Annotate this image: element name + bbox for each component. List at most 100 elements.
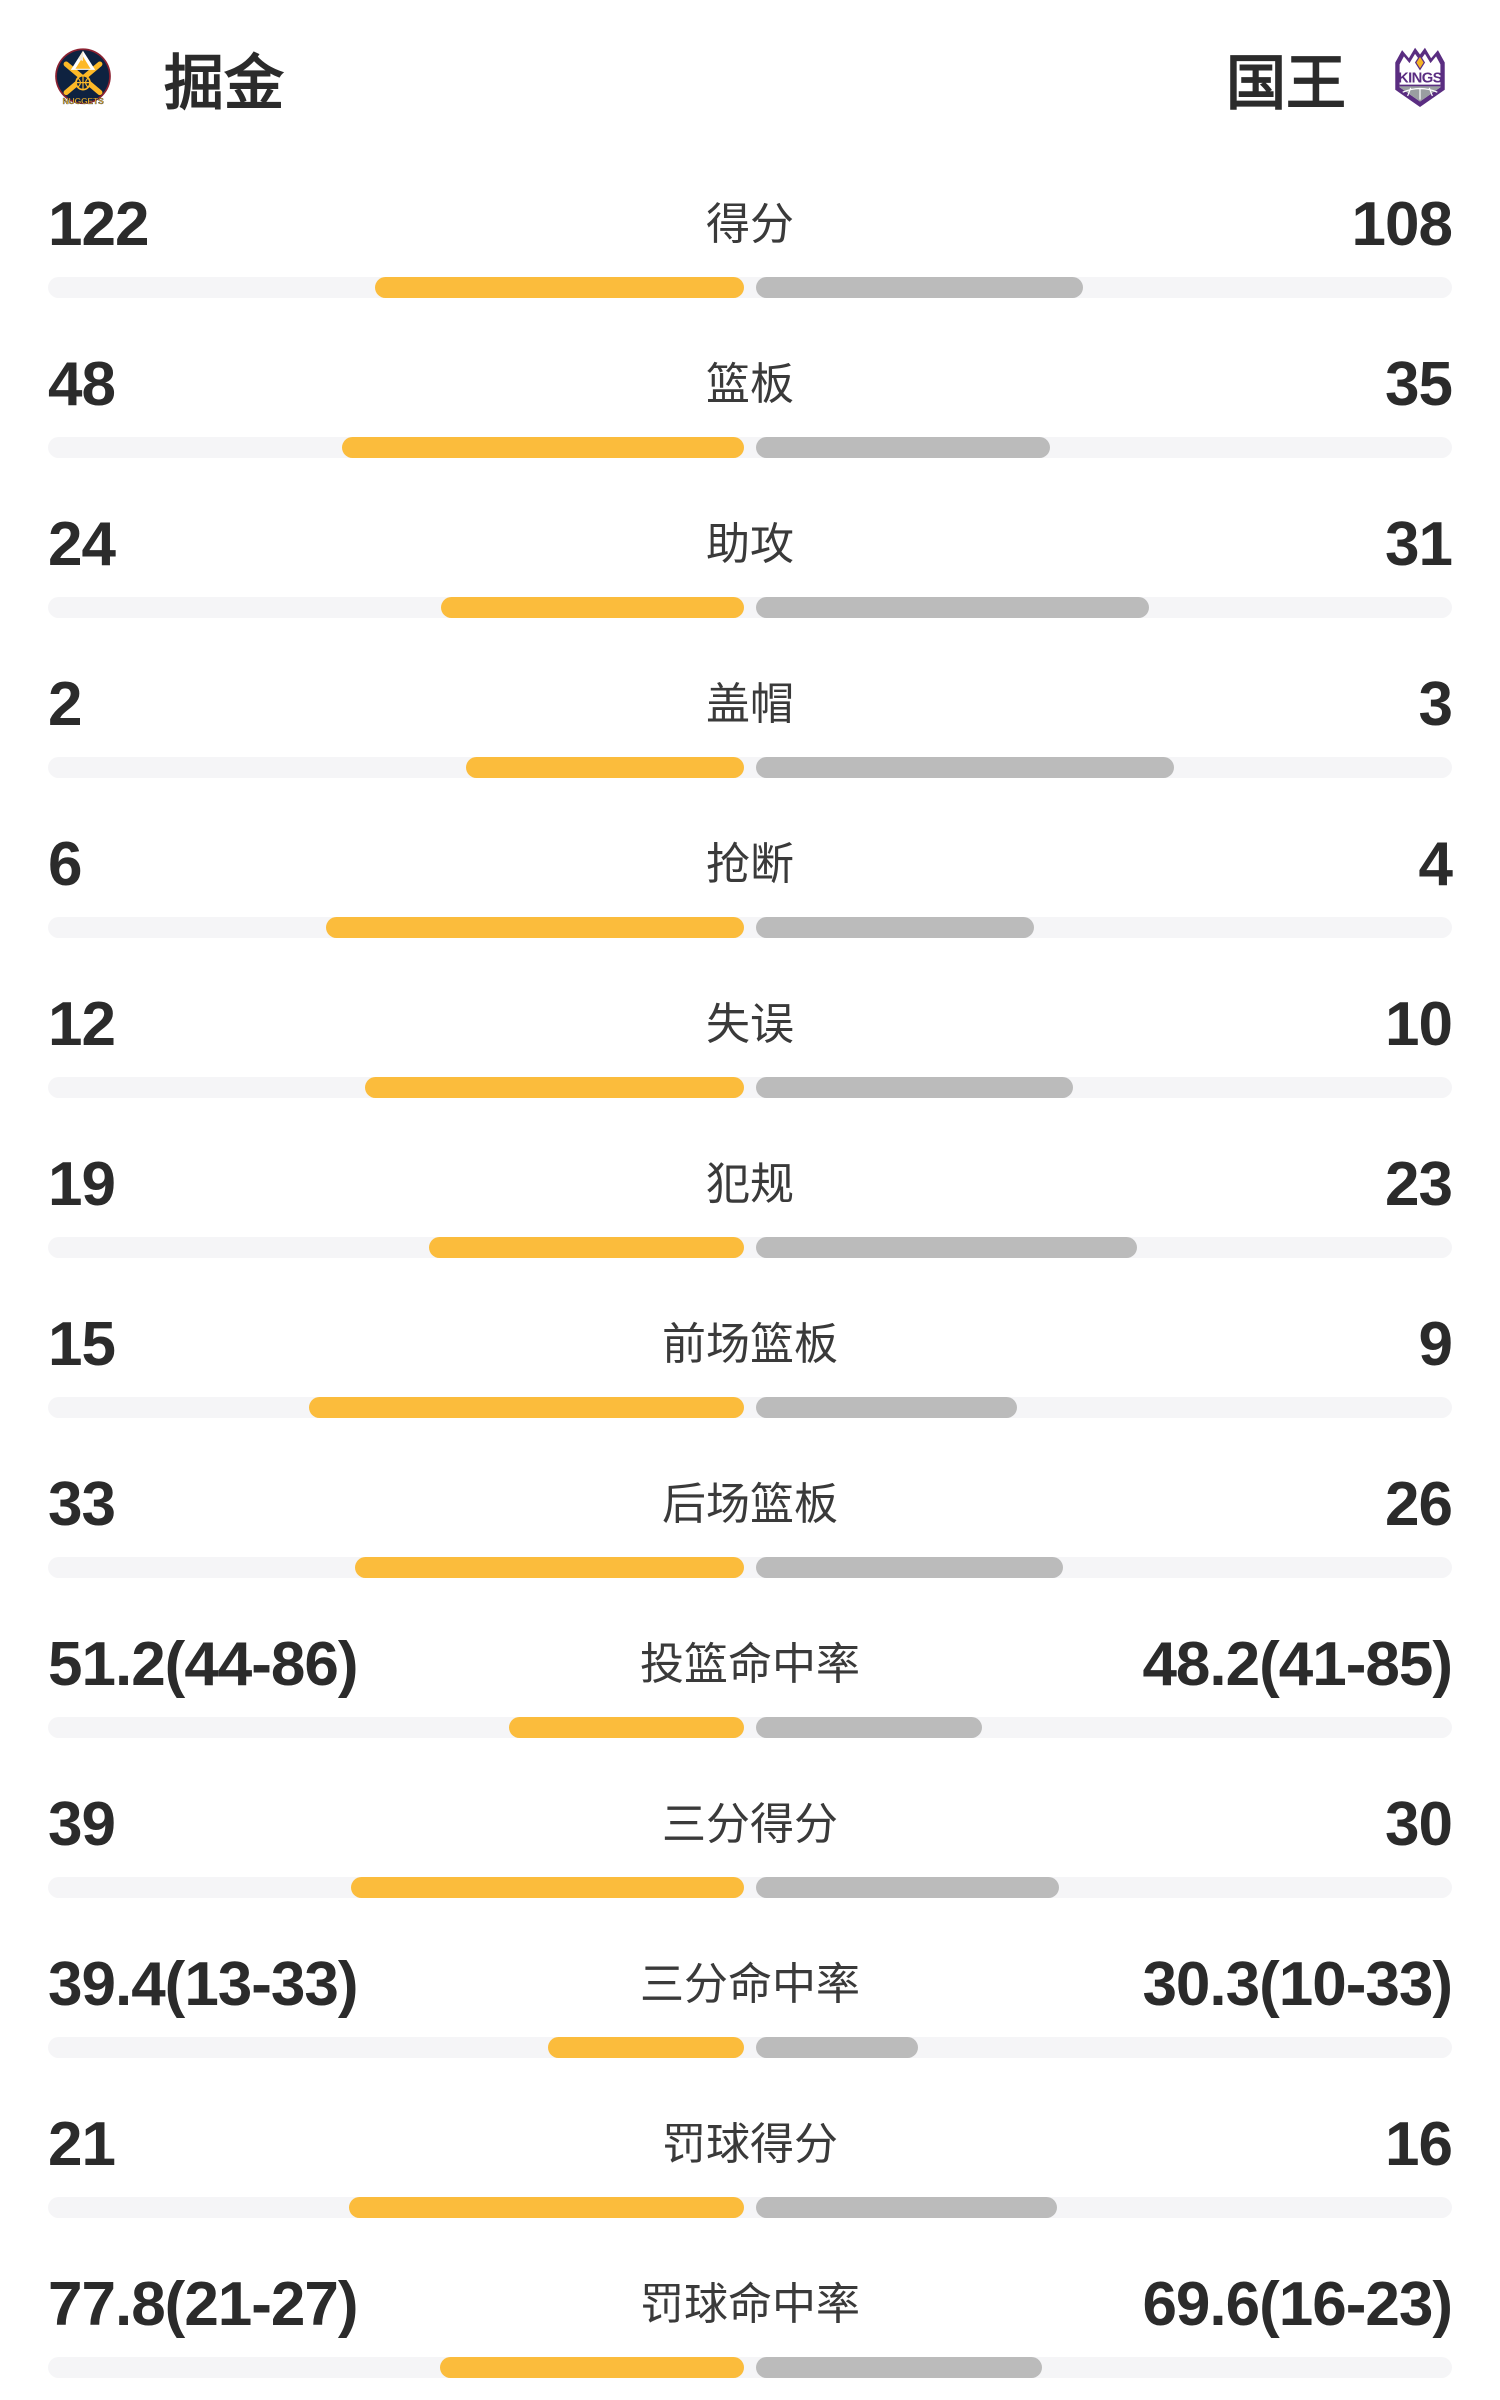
away-bar (756, 757, 1174, 778)
away-value: 9 (1418, 1310, 1453, 1379)
away-bar (756, 1877, 1059, 1898)
bar-track (48, 1877, 1452, 1898)
bar-track (48, 597, 1452, 618)
home-value: 77.8(21-27) (48, 2270, 359, 2339)
home-value: 33 (48, 1470, 116, 1539)
home-value: 122 (48, 190, 149, 259)
away-value: 16 (1385, 2110, 1453, 2179)
home-bar (348, 2197, 744, 2218)
stat-label: 篮板 (706, 360, 794, 409)
stat-row: 24 助攻 31 (0, 510, 1500, 618)
stat-row: 2 盖帽 3 (0, 670, 1500, 778)
stats-list: 122 得分 108 48 篮板 35 24 助攻 31 (0, 190, 1500, 2378)
stat-label: 前场篮板 (662, 1320, 838, 1369)
stat-line: 2 盖帽 3 (48, 670, 1453, 740)
home-value: 48 (48, 350, 116, 419)
home-bar (326, 917, 744, 938)
away-value: 26 (1385, 1470, 1453, 1539)
matchup-header: NUGGETS 掘金 国王 KINGS (0, 0, 1500, 117)
bar-track (48, 917, 1452, 938)
home-value: 6 (48, 830, 82, 899)
stat-line: 39 三分得分 30 (48, 1790, 1453, 1860)
home-bar (509, 1717, 744, 1738)
stat-line: 33 后场篮板 26 (48, 1470, 1453, 1540)
stat-label: 失误 (706, 1000, 794, 1049)
bar-track (48, 1717, 1452, 1738)
stat-row: 39 三分得分 30 (0, 1790, 1500, 1898)
home-value: 21 (48, 2110, 116, 2179)
svg-text:NUGGETS: NUGGETS (63, 96, 104, 106)
stat-row: 122 得分 108 (0, 190, 1500, 298)
stat-line: 15 前场篮板 9 (48, 1310, 1453, 1380)
stat-label: 后场篮板 (662, 1480, 838, 1529)
away-bar (756, 2357, 1043, 2378)
home-bar (354, 1557, 744, 1578)
home-bar (341, 437, 744, 458)
away-value: 31 (1385, 510, 1453, 579)
bar-track (48, 1397, 1452, 1418)
home-value: 24 (48, 510, 116, 579)
team-away: 国王 KINGS (1226, 35, 1452, 122)
stat-label: 盖帽 (706, 680, 794, 729)
home-bar (548, 2037, 744, 2058)
away-bar (756, 1397, 1017, 1418)
stat-line: 77.8(21-27) 罚球命中率 69.6(16-23) (48, 2270, 1453, 2340)
kings-logo: KINGS (1395, 47, 1445, 108)
stat-label: 犯规 (706, 1160, 794, 1209)
home-value: 19 (48, 1150, 116, 1219)
stat-line: 39.4(13-33) 三分命中率 30.3(10-33) (48, 1950, 1453, 2020)
away-bar (756, 2037, 919, 2058)
stat-label: 抢断 (706, 840, 794, 889)
stat-label: 三分命中率 (640, 1960, 860, 2009)
away-bar (756, 2197, 1057, 2218)
stat-row: 77.8(21-27) 罚球命中率 69.6(16-23) (0, 2270, 1500, 2378)
away-value: 10 (1385, 990, 1453, 1059)
stat-line: 12 失误 10 (48, 990, 1453, 1060)
away-value: 30.3(10-33) (1142, 1950, 1453, 2019)
stat-label: 罚球命中率 (640, 2280, 860, 2329)
home-bar (439, 2357, 744, 2378)
stat-row: 39.4(13-33) 三分命中率 30.3(10-33) (0, 1950, 1500, 2058)
bar-track (48, 2357, 1452, 2378)
stat-row: 19 犯规 23 (0, 1150, 1500, 1258)
team-home-name: 掘金 (164, 49, 284, 117)
home-value: 2 (48, 670, 82, 739)
team-home: NUGGETS 掘金 (48, 35, 284, 122)
stat-row: 15 前场篮板 9 (0, 1310, 1500, 1418)
stat-line: 51.2(44-86) 投篮命中率 48.2(41-85) (48, 1630, 1453, 1700)
away-bar (756, 277, 1084, 298)
home-value: 39.4(13-33) (48, 1950, 359, 2019)
nuggets-logo: NUGGETS (55, 48, 111, 106)
bar-track (48, 1237, 1452, 1258)
stat-row: 6 抢断 4 (0, 830, 1500, 938)
stat-label: 助攻 (706, 520, 794, 569)
bar-track (48, 2037, 1452, 2058)
bar-track (48, 1557, 1452, 1578)
away-value: 4 (1418, 830, 1453, 899)
stat-label: 三分得分 (662, 1800, 838, 1849)
away-value: 30 (1385, 1790, 1453, 1859)
away-value: 35 (1385, 350, 1453, 419)
stat-row: 21 罚球得分 16 (0, 2110, 1500, 2218)
away-bar (756, 1557, 1063, 1578)
stat-line: 122 得分 108 (48, 190, 1453, 260)
away-bar (756, 1717, 982, 1738)
stat-line: 48 篮板 35 (48, 350, 1453, 420)
stat-line: 24 助攻 31 (48, 510, 1453, 580)
bar-track (48, 757, 1452, 778)
stat-row: 33 后场篮板 26 (0, 1470, 1500, 1578)
stat-line: 21 罚球得分 16 (48, 2110, 1453, 2180)
stat-label: 投篮命中率 (640, 1640, 860, 1689)
away-value: 69.6(16-23) (1142, 2270, 1453, 2339)
home-bar (364, 1077, 744, 1098)
stat-line: 6 抢断 4 (48, 830, 1453, 900)
home-bar (350, 1877, 744, 1898)
away-bar (756, 437, 1050, 458)
home-bar (375, 277, 744, 298)
home-bar (429, 1237, 744, 1258)
bar-track (48, 277, 1452, 298)
bar-track (48, 2197, 1452, 2218)
stat-row: 12 失误 10 (0, 990, 1500, 1098)
bar-track (48, 1077, 1452, 1098)
svg-text:KINGS: KINGS (1398, 70, 1443, 86)
